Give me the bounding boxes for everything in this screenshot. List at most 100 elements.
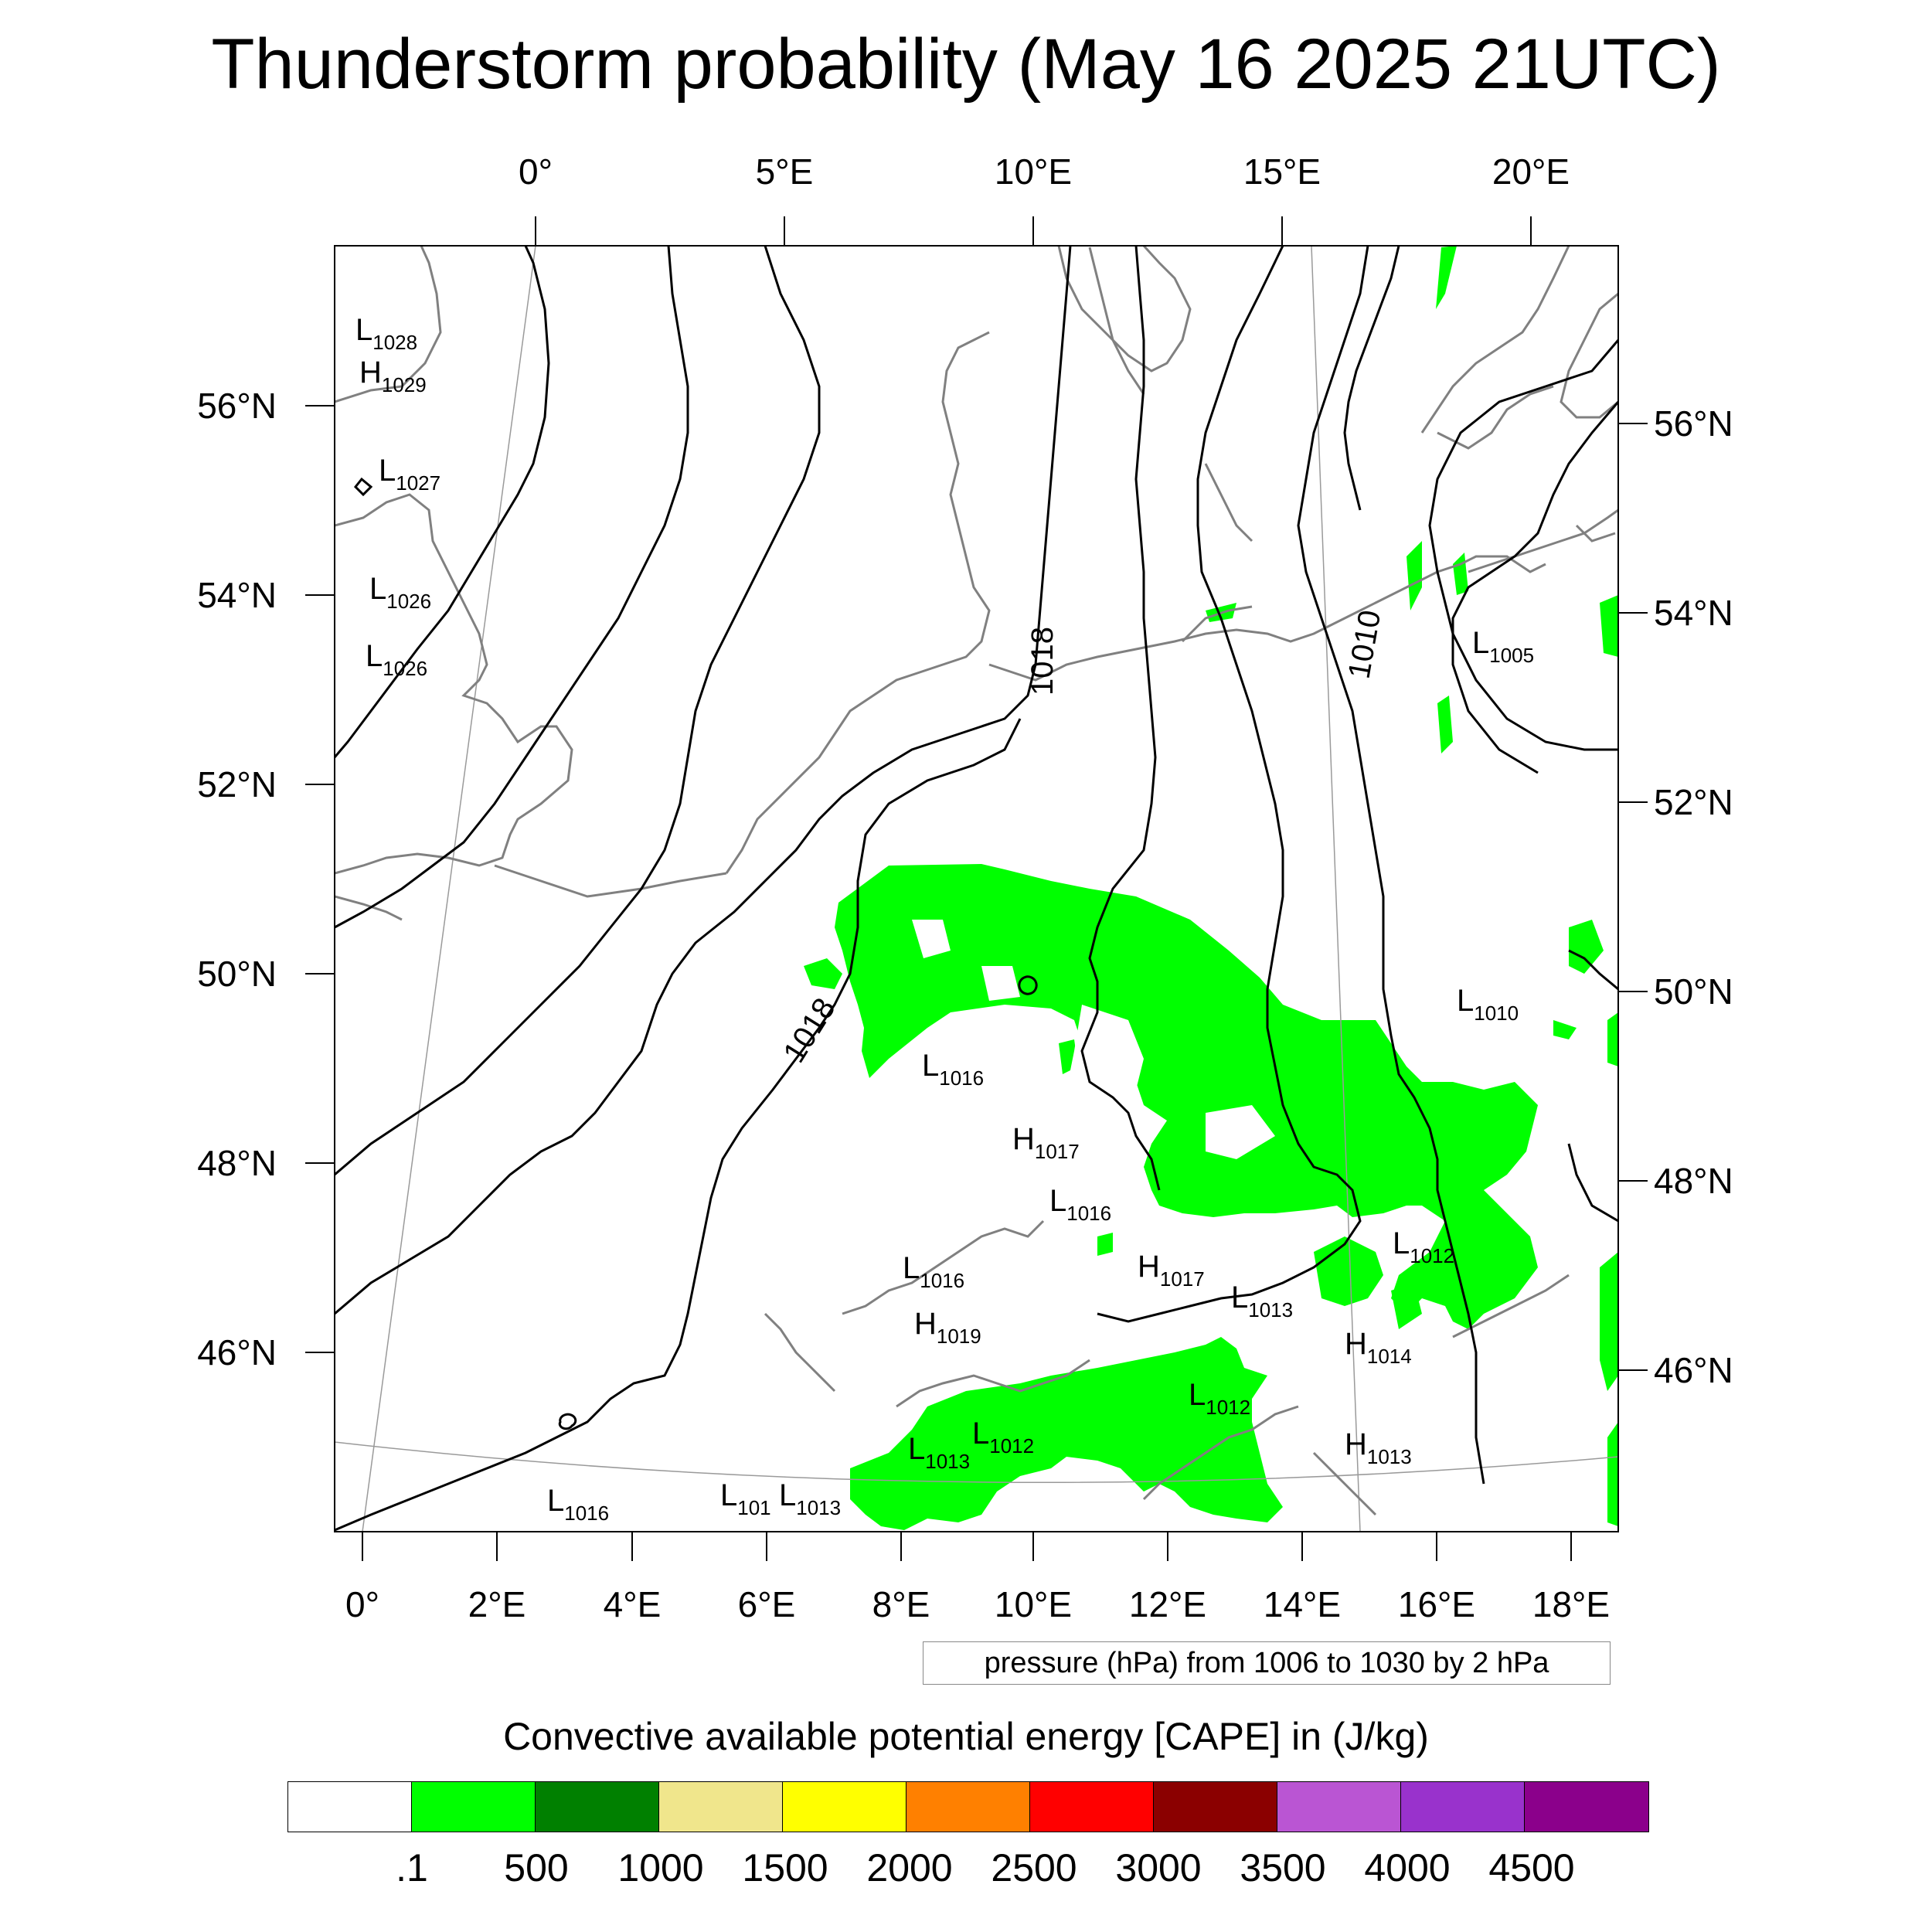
left-lat-label: 52°N bbox=[197, 764, 277, 804]
bottom-lon-label: 16°E bbox=[1398, 1584, 1475, 1624]
pressure-center: L1012 bbox=[972, 1417, 1034, 1458]
colorbar-label: 3500 bbox=[1240, 1846, 1326, 1889]
pressure-center: L1005 bbox=[1472, 626, 1534, 667]
colorbar bbox=[287, 1781, 1649, 1832]
pressure-center: L1013 bbox=[1231, 1281, 1293, 1321]
right-lat-label: 50°N bbox=[1654, 971, 1733, 1012]
bottom-lon-label: 8°E bbox=[872, 1584, 930, 1624]
colorbar-swatch bbox=[659, 1782, 783, 1832]
pressure-center: H1013 bbox=[1345, 1427, 1412, 1468]
left-lat-label: 48°N bbox=[197, 1143, 277, 1183]
pressure-center: L1026 bbox=[366, 639, 427, 680]
colorbar-label: 500 bbox=[504, 1846, 569, 1889]
colorbar-swatch bbox=[783, 1782, 906, 1832]
colorbar-swatch bbox=[1277, 1782, 1401, 1832]
bottom-lon-label: 12°E bbox=[1129, 1584, 1206, 1624]
colorbar-swatch bbox=[288, 1782, 412, 1832]
colorbar-title: Convective available potential energy [C… bbox=[503, 1715, 1429, 1758]
cape-region-east-edge bbox=[1607, 1012, 1618, 1066]
top-lon-label: 10°E bbox=[995, 151, 1072, 192]
bottom-lon-label: 18°E bbox=[1532, 1584, 1610, 1624]
cape-region-east-south bbox=[1607, 1422, 1618, 1526]
pressure-center: L1012 bbox=[1189, 1378, 1250, 1419]
right-lat-label: 56°N bbox=[1654, 403, 1733, 444]
pressure-center: L1016 bbox=[547, 1484, 609, 1525]
pressure-center: L101 bbox=[720, 1478, 771, 1519]
top-lon-label: 15°E bbox=[1243, 151, 1321, 192]
top-lon-label: 20°E bbox=[1492, 151, 1570, 192]
cape-region-east-mid bbox=[1600, 1252, 1618, 1391]
cape-region-poland bbox=[1437, 696, 1453, 753]
left-lat-labels: 56°N 54°N 52°N 50°N 48°N 46°N bbox=[197, 386, 277, 1372]
bottom-lon-label: 14°E bbox=[1264, 1584, 1341, 1624]
left-lat-label: 46°N bbox=[197, 1332, 277, 1372]
left-lat-label: 50°N bbox=[197, 954, 277, 994]
colorbar-swatch bbox=[1154, 1782, 1277, 1832]
pressure-center: L1027 bbox=[379, 454, 440, 495]
pressure-center: L1026 bbox=[369, 572, 431, 613]
cape-region-czech-east bbox=[1569, 920, 1604, 974]
colorbar-label: 2000 bbox=[866, 1846, 953, 1889]
cape-region-small-4 bbox=[1553, 1020, 1577, 1039]
axis-ticks bbox=[305, 216, 1648, 1561]
map-frame bbox=[334, 245, 1619, 1532]
cape-region-ne bbox=[1600, 595, 1618, 657]
left-lat-label: 54°N bbox=[197, 575, 277, 615]
pressure-center: H1014 bbox=[1345, 1327, 1412, 1368]
pressure-center: H1017 bbox=[1012, 1122, 1080, 1163]
colorbar-label: 3000 bbox=[1115, 1846, 1202, 1889]
bottom-lon-label: 10°E bbox=[995, 1584, 1072, 1624]
colorbar-swatch bbox=[1401, 1782, 1525, 1832]
pressure-center: L1013 bbox=[908, 1432, 970, 1473]
pressure-center: L1013 bbox=[779, 1478, 841, 1519]
isobars bbox=[335, 246, 1618, 1532]
top-lon-labels: 0° 5°E 10°E 15°E 20°E bbox=[519, 151, 1570, 192]
cape-region-hungary bbox=[1391, 1283, 1422, 1329]
top-lon-label: 5°E bbox=[756, 151, 814, 192]
right-lat-label: 48°N bbox=[1654, 1161, 1733, 1201]
colorbar-swatch bbox=[536, 1782, 659, 1832]
cape-region-small-2 bbox=[1097, 1233, 1113, 1256]
colorbar-swatch bbox=[1030, 1782, 1154, 1832]
pressure-center: L1016 bbox=[1049, 1184, 1111, 1225]
colorbar-swatch bbox=[1525, 1782, 1648, 1832]
cape-region-baltic bbox=[1406, 541, 1422, 611]
top-lon-label: 0° bbox=[519, 151, 553, 192]
cape-region-north-alps bbox=[1314, 1236, 1383, 1306]
colorbar-label: 2500 bbox=[991, 1846, 1077, 1889]
colorbar-swatch bbox=[412, 1782, 536, 1832]
bottom-lon-label: 4°E bbox=[604, 1584, 662, 1624]
graticule bbox=[335, 246, 1618, 1532]
pressure-center: L1016 bbox=[922, 1049, 984, 1090]
right-lat-label: 52°N bbox=[1654, 782, 1733, 822]
right-lat-label: 54°N bbox=[1654, 593, 1733, 633]
cape-region-belgium bbox=[804, 958, 842, 989]
pressure-centers: L1028 H1029 L1027 L1026 L1026 L1005 L101… bbox=[355, 313, 1534, 1525]
right-lat-label: 46°N bbox=[1654, 1350, 1733, 1390]
bottom-lon-label: 0° bbox=[345, 1584, 379, 1624]
colorbar-label: 4000 bbox=[1364, 1846, 1451, 1889]
right-lat-labels: 56°N 54°N 52°N 50°N 48°N 46°N bbox=[1654, 403, 1733, 1390]
pressure-center: H1019 bbox=[914, 1307, 981, 1348]
pressure-center: H1029 bbox=[359, 355, 427, 396]
cape-region-sweden bbox=[1436, 246, 1457, 309]
pressure-center: L1028 bbox=[355, 313, 417, 354]
pressure-center: L1010 bbox=[1457, 984, 1519, 1025]
colorbar-label: 4500 bbox=[1488, 1846, 1575, 1889]
bottom-lon-label: 6°E bbox=[738, 1584, 796, 1624]
pressure-center: L1012 bbox=[1393, 1226, 1454, 1267]
pressure-note: pressure (hPa) from 1006 to 1030 by 2 hP… bbox=[923, 1641, 1611, 1685]
colorbar-label: 1000 bbox=[617, 1846, 704, 1889]
pressure-center: L1016 bbox=[903, 1251, 964, 1292]
coastlines bbox=[335, 246, 1618, 1516]
bottom-lon-label: 2°E bbox=[468, 1584, 526, 1624]
chart-title: Thunderstorm probability (May 16 2025 21… bbox=[211, 25, 1721, 104]
cape-holes bbox=[912, 920, 1275, 1159]
isobar-label: 1018 bbox=[777, 992, 842, 1069]
colorbar-labels: .1 500 1000 1500 2000 2500 3000 3500 4000 4500 bbox=[287, 1845, 1656, 1892]
colorbar-label: .1 bbox=[396, 1846, 428, 1889]
bottom-lon-labels: 0° 2°E 4°E 6°E 8°E 10°E 12°E 14°E 16°E 1… bbox=[345, 1584, 1610, 1624]
isobar-label: 1010 bbox=[1342, 607, 1388, 681]
colorbar-label: 1500 bbox=[742, 1846, 828, 1889]
